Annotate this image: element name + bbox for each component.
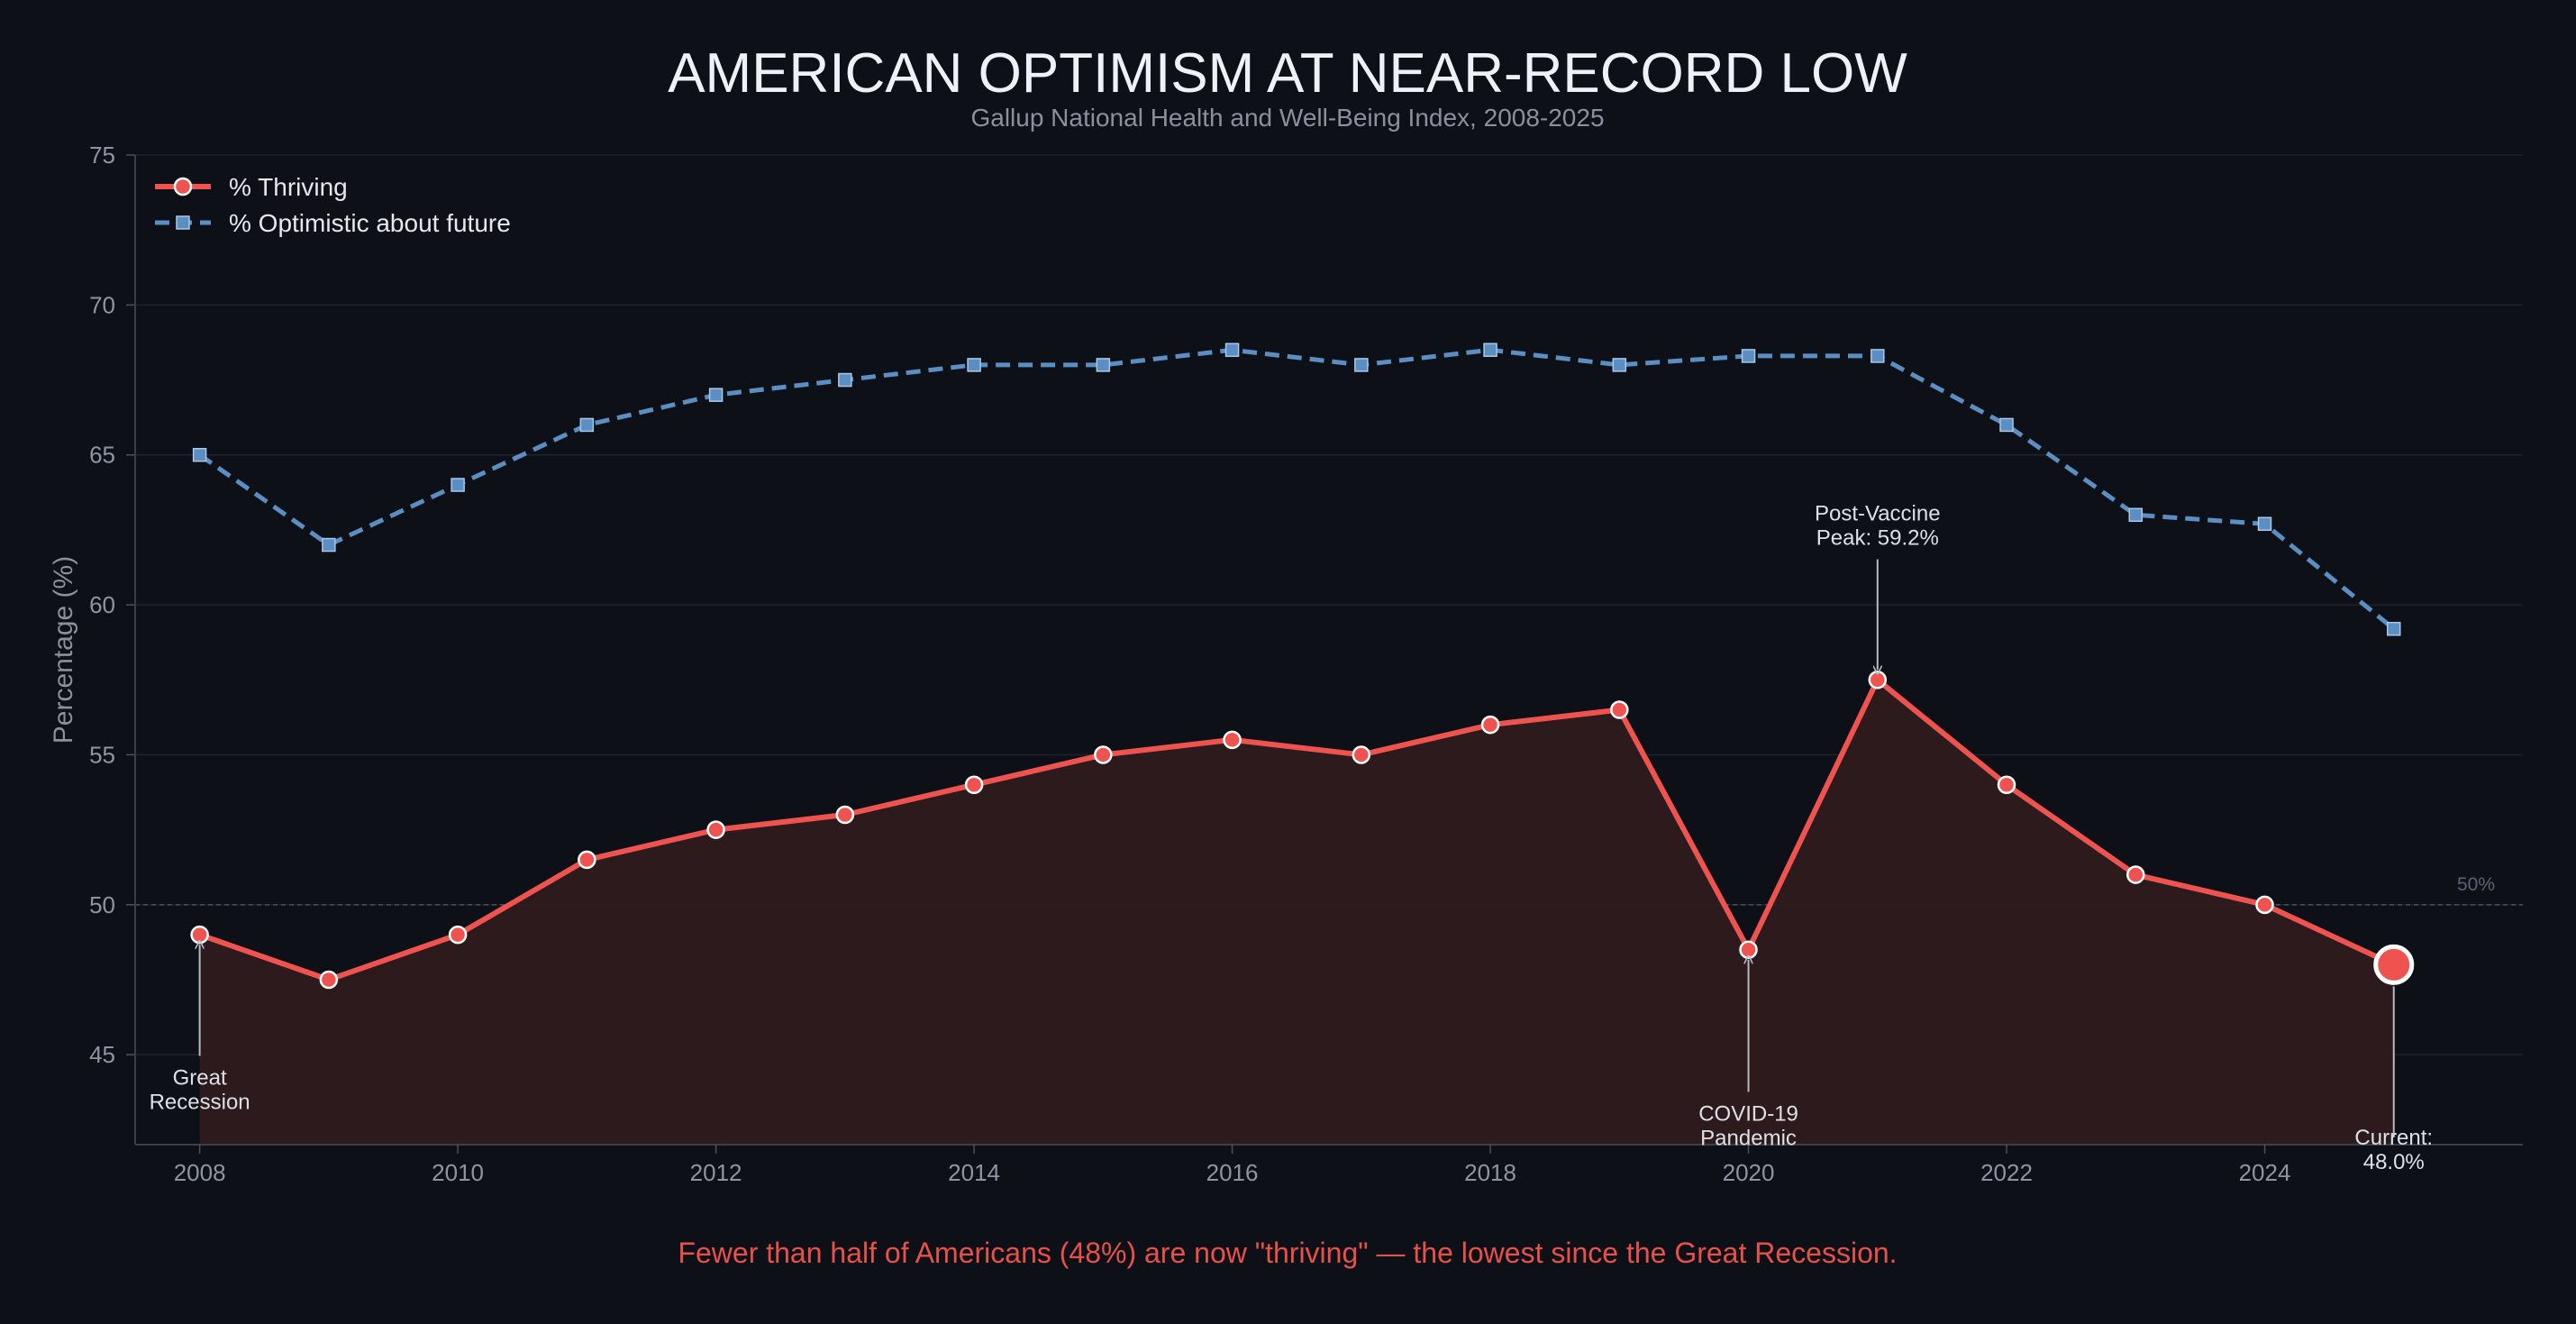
thriving-point: [2255, 895, 2274, 915]
x-tick-label: 2014: [948, 1159, 1000, 1186]
legend-thriving-label: % Thriving: [229, 173, 348, 201]
thriving-point: [1223, 730, 1242, 750]
optimistic-point: [2387, 621, 2401, 636]
thriving-point: [578, 850, 596, 870]
thriving-line: [198, 677, 2396, 982]
annotation-text: Post-Vaccine: [1815, 502, 1941, 526]
x-tick-label: 2022: [1980, 1159, 2033, 1186]
legend-optimistic-label: % Optimistic about future: [229, 209, 511, 237]
thriving-point: [1868, 671, 1888, 689]
legend: % Thriving % Optimistic about future: [155, 173, 511, 237]
thriving-point: [835, 805, 855, 825]
y-tick-label: 65: [89, 442, 115, 469]
y-tick-label: 45: [89, 1041, 115, 1068]
optimistic-point: [1224, 342, 1240, 358]
thriving-point: [1739, 940, 1758, 959]
annotation-current: Current:48.0%: [2354, 986, 2433, 1174]
y-tick-label: 60: [89, 591, 115, 618]
x-tick-label: 2024: [2239, 1159, 2291, 1186]
thriving-point: [1997, 775, 2016, 794]
optimistic-point: [2128, 507, 2144, 523]
optimistic-point: [322, 537, 336, 552]
thriving-point: [1610, 700, 1629, 719]
optimistic-point: [192, 447, 207, 462]
optimistic-point: [1483, 342, 1497, 358]
optimistic-point: [1354, 358, 1369, 372]
optimistic-point: [1096, 358, 1111, 372]
thriving-point: [2126, 865, 2145, 884]
optimistic-point: [838, 372, 852, 388]
chart-title: AMERICAN OPTIMISM AT NEAR-RECORD LOW: [668, 42, 1907, 105]
optimistic-point: [1999, 417, 2014, 433]
series-lines: [190, 342, 2415, 990]
optimistic-point: [2257, 516, 2272, 532]
thriving-point: [448, 925, 468, 945]
reference-line-label: 50%: [2457, 874, 2495, 895]
x-tick-label: 2016: [1206, 1159, 1259, 1186]
annotation-text: Pandemic: [1700, 1126, 1797, 1150]
optimistic-point: [967, 358, 981, 372]
y-axis-label: Percentage (%): [49, 556, 78, 744]
thriving-point: [1094, 745, 1113, 764]
optimistic-point: [579, 417, 595, 433]
x-tick-label: 2020: [1723, 1159, 1775, 1186]
y-tick-label: 75: [89, 142, 115, 169]
annotation-text: 48.0%: [2363, 1150, 2425, 1174]
thriving-point: [706, 820, 725, 839]
optimistic-point: [451, 478, 465, 492]
annotation-text: Recession: [150, 1090, 250, 1114]
y-tick-label: 50: [89, 891, 115, 918]
thriving-point: [1480, 715, 1500, 735]
optimistic-point: [1871, 349, 1885, 363]
optimistic-point: [708, 388, 724, 402]
x-tick-label: 2018: [1464, 1159, 1516, 1186]
x-tick-label: 2008: [174, 1159, 226, 1186]
thriving-point: [319, 970, 339, 990]
annotation-text: COVID-19: [1698, 1101, 1798, 1126]
current-highlight-point: [2373, 944, 2415, 985]
optimistic-line: [198, 347, 2396, 631]
footnote: Fewer than half of Americans (48%) are n…: [678, 1237, 1897, 1269]
area-fill: [199, 680, 2394, 1145]
thriving-point: [1352, 745, 1371, 764]
y-tick-label: 55: [89, 741, 115, 768]
thriving-point: [190, 925, 209, 945]
annotation-text: Great: [173, 1065, 227, 1090]
optimistic-point: [1612, 358, 1627, 372]
chart-subtitle: Gallup National Health and Well-Being In…: [970, 104, 1604, 132]
optimistic-point: [1741, 349, 1756, 363]
y-tick-label: 70: [89, 291, 115, 318]
annotation-text: Peak: 59.2%: [1816, 526, 1939, 551]
legend-thriving-marker: [173, 177, 193, 196]
thriving-area-fill: [199, 680, 2394, 1145]
annotation-text: Current:: [2354, 1126, 2433, 1150]
thriving-point: [964, 775, 984, 794]
x-tick-label: 2012: [690, 1159, 742, 1186]
legend-optimistic-marker: [176, 215, 190, 230]
axes: 45 50 55 60 65 70 75 2008 2010 2012 2014 2016 2018 20…: [89, 142, 2523, 1186]
x-tick-label: 2010: [432, 1159, 484, 1186]
